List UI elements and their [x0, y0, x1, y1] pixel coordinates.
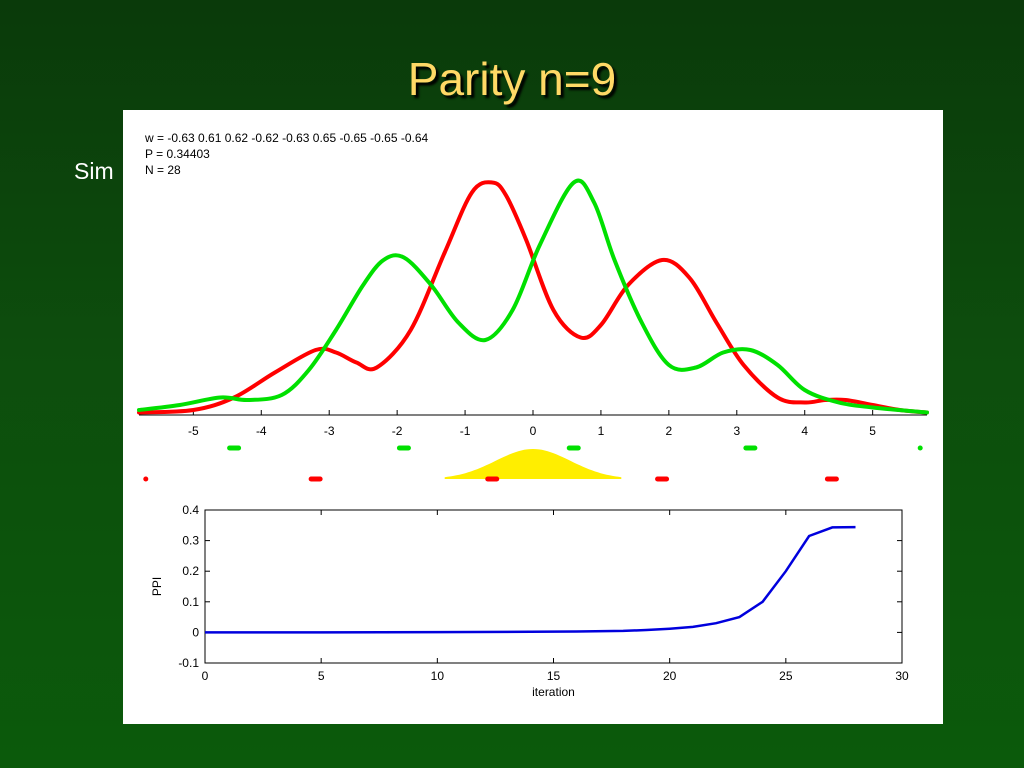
class-marker [743, 445, 758, 451]
slide-body-text: Sim [74, 158, 114, 184]
ppi-y-axis-label: PPI [150, 577, 164, 596]
ppi-y-tick-label: 0.3 [182, 534, 199, 548]
ppi-y-tick-label: -0.1 [178, 656, 199, 670]
ppi-line [205, 525, 856, 634]
ppi-plot-frame [204, 509, 903, 664]
ppi-y-tick-label: 0.1 [182, 595, 199, 609]
density-x-tick-label: 5 [869, 424, 876, 438]
weights-annotation: w = -0.63 0.61 0.62 -0.62 -0.63 0.65 -0.… [144, 131, 429, 145]
ppi-x-axis-label: iteration [532, 685, 575, 699]
ppi-x-tick-label: 25 [779, 669, 793, 683]
ppi-ticks: 0 5 10 15 20 25 30-0.100.10.20.30.4 [178, 503, 909, 683]
ppi-x-tick-label: 15 [547, 669, 561, 683]
class-marker [917, 445, 923, 451]
class-marker [396, 445, 411, 451]
count-annotation: N = 28 [145, 163, 181, 177]
class-marker [824, 476, 839, 482]
ppi-y-tick-label: 0 [192, 625, 199, 639]
density-x-tick-label: -1 [460, 424, 471, 438]
density-x-tick-label: -5 [188, 424, 199, 438]
ppi-x-tick-label: 5 [318, 669, 325, 683]
density-x-tick-label: 2 [666, 424, 673, 438]
density-x-tick-label: 4 [801, 424, 808, 438]
figure-panel: w = -0.63 0.61 0.62 -0.62 -0.63 0.65 -0.… [123, 110, 943, 724]
probability-annotation: P = 0.34403 [145, 147, 210, 161]
ppi-x-tick-label: 20 [663, 669, 677, 683]
density-x-tick-label: -2 [392, 424, 403, 438]
density-x-tick-label: 0 [530, 424, 537, 438]
ppi-y-tick-label: 0.2 [182, 564, 199, 578]
density-x-tick-label: 1 [598, 424, 605, 438]
density-chart: -5 -4 -3 -2 -1 0 1 2 3 4 5 [137, 178, 929, 482]
yellow-density-fill [444, 449, 622, 479]
ppi-chart: 0 5 10 15 20 25 30-0.100.10.20.30.4 iteration … [150, 503, 909, 699]
ppi-x-tick-label: 0 [202, 669, 209, 683]
ppi-x-tick-label: 10 [431, 669, 445, 683]
class-marker [655, 476, 670, 482]
class-marker [485, 476, 500, 482]
density-x-tick-label: -3 [324, 424, 335, 438]
figure-svg: w = -0.63 0.61 0.62 -0.62 -0.63 0.65 -0.… [137, 131, 929, 699]
ppi-x-tick-label: 30 [895, 669, 909, 683]
slide-title: Parity n=9 [407, 53, 617, 105]
class-marker [143, 476, 149, 482]
class-marker [566, 445, 581, 451]
density-x-tick-label: 3 [733, 424, 740, 438]
ppi-y-tick-label: 0.4 [182, 503, 199, 517]
green-density-curve [137, 178, 929, 415]
density-x-ticks: -5 -4 -3 -2 -1 0 1 2 3 4 5 [188, 410, 876, 438]
density-x-tick-label: -4 [256, 424, 267, 438]
class-marker [227, 445, 242, 451]
class-marker [308, 476, 323, 482]
class-marker-rows [143, 445, 923, 482]
red-density-curve [137, 180, 929, 415]
